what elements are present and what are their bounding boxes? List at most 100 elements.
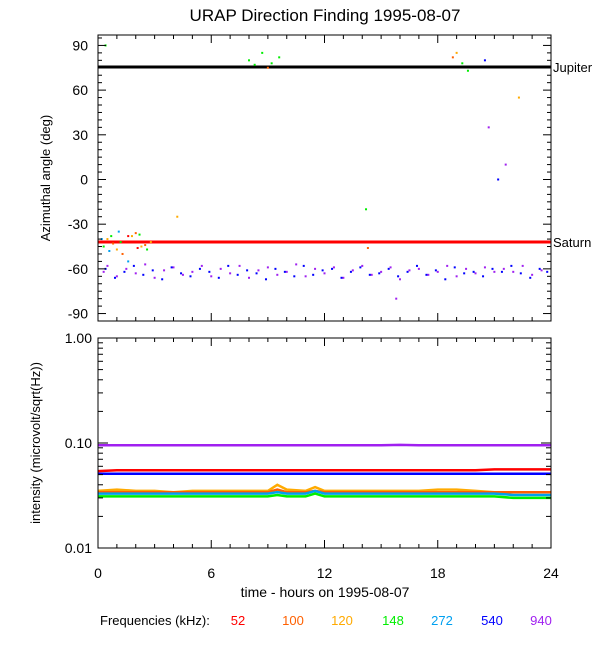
legend-item-100: 100	[282, 613, 304, 628]
azimuth-y-tick-label: 0	[80, 171, 88, 187]
azimuth-point-272	[127, 260, 130, 263]
azimuth-point-148	[461, 62, 464, 65]
azimuth-point-100	[112, 242, 115, 245]
azimuth-point-540	[217, 276, 220, 279]
time-x-tick-label: 6	[207, 565, 215, 581]
azimuth-point-540	[349, 270, 352, 273]
azimuth-point-940	[266, 266, 269, 269]
azimuth-point-940	[210, 275, 213, 278]
azimuth-point-940	[144, 263, 147, 266]
azimuth-point-540	[321, 269, 324, 272]
azimuth-point-540	[444, 278, 447, 281]
reference-label-saturn: Saturn	[553, 235, 591, 250]
azimuth-point-940	[502, 267, 505, 270]
azimuth-point-940	[380, 270, 383, 273]
azimuth-point-120	[455, 51, 458, 54]
azimuth-point-120	[106, 238, 109, 241]
azimuth-point-940	[248, 276, 250, 279]
azimuth-point-940	[493, 270, 496, 273]
azimuth-point-540	[246, 269, 249, 272]
azimuth-point-272	[108, 249, 111, 252]
azimuth-point-540	[387, 267, 390, 270]
intensity-y-axis-label: intensity (microvolt/sqrt(Hz))	[28, 362, 43, 524]
azimuth-point-540	[331, 267, 334, 270]
azimuth-point-940	[446, 264, 449, 267]
azimuth-point-148	[253, 63, 256, 66]
azimuth-point-100	[266, 66, 269, 69]
azimuth-point-940	[408, 269, 411, 272]
azimuth-point-540	[529, 276, 532, 279]
azimuth-y-tick-label: -30	[68, 216, 88, 232]
azimuth-point-940	[504, 163, 507, 166]
azimuth-point-940	[153, 276, 156, 279]
azimuth-point-540	[378, 272, 381, 275]
azimuth-point-940	[181, 273, 184, 276]
azimuth-point-940	[106, 264, 109, 267]
azimuth-point-540	[170, 266, 173, 269]
legend-item-52: 52	[231, 613, 245, 628]
azimuth-point-148	[102, 245, 105, 248]
azimuth-point-940	[285, 270, 288, 273]
azimuth-point-148	[270, 62, 273, 65]
azimuth-point-940	[115, 275, 118, 278]
azimuth-y-axis-label: Azimuthal angle (deg)	[38, 115, 53, 241]
legend-item-120: 120	[331, 613, 353, 628]
azimuth-point-540	[255, 272, 258, 275]
azimuth-point-540	[132, 264, 135, 267]
azimuth-point-940	[314, 267, 317, 270]
azimuth-panel: Jupiter Saturn 90 60 30 0 -30 -60 -90 Azimuthal …	[38, 34, 593, 322]
azimuth-point-100	[121, 252, 124, 255]
azimuth-point-540	[180, 272, 183, 275]
azimuth-point-540	[208, 270, 211, 273]
azimuth-point-940	[540, 269, 543, 272]
intensity-panel: 1.00 0.10 0.010 6 12 18 24 intensity (microvol…	[28, 330, 559, 600]
azimuth-point-940	[399, 278, 401, 281]
azimuth-point-120	[517, 96, 520, 99]
azimuth-point-540	[415, 264, 418, 267]
azimuth-point-940	[134, 272, 137, 275]
azimuth-point-100	[144, 244, 147, 247]
azimuth-point-52	[136, 247, 139, 250]
azimuth-point-148	[110, 235, 113, 238]
azimuth-point-100	[366, 247, 369, 250]
azimuth-point-148	[138, 233, 141, 236]
azimuth-point-540	[482, 275, 485, 278]
time-x-tick-label: 12	[317, 565, 333, 581]
azimuth-point-52	[115, 241, 118, 244]
azimuth-point-940	[163, 269, 166, 272]
azimuth-point-540	[189, 275, 192, 278]
azimuth-point-120	[115, 248, 118, 251]
azimuth-point-540	[161, 278, 164, 281]
azimuth-y-tick-label: 90	[72, 37, 88, 53]
azimuth-point-540	[425, 273, 428, 276]
azimuth-point-540	[500, 270, 503, 273]
azimuth-point-940	[351, 269, 354, 272]
azimuth-axes: Jupiter Saturn 90 60 30 0 -30 -60 -90	[68, 34, 593, 322]
azimuth-point-540	[510, 264, 513, 267]
azimuth-point-120	[149, 241, 152, 244]
azimuth-point-148	[261, 51, 264, 54]
azimuth-point-940	[370, 273, 373, 276]
azimuth-point-940	[483, 266, 486, 269]
azimuth-point-940	[487, 126, 490, 129]
azimuth-point-540	[340, 276, 343, 279]
azimuth-point-540	[283, 270, 286, 273]
frequency-legend: Frequencies (kHz): 52 100 120 148 272 540 940	[100, 613, 552, 628]
azimuth-point-940	[521, 264, 524, 267]
azimuth-point-540	[406, 270, 409, 273]
azimuth-point-940	[295, 263, 298, 266]
azimuth-point-540	[151, 269, 154, 272]
azimuth-point-940	[304, 275, 307, 278]
azimuth-point-940	[125, 267, 128, 270]
azimuth-point-540	[453, 266, 456, 269]
azimuth-point-540	[312, 273, 315, 276]
azimuth-point-940	[102, 270, 105, 273]
azimuth-point-540	[274, 267, 277, 270]
azimuth-point-540	[434, 269, 437, 272]
azimuth-point-540	[546, 270, 549, 273]
azimuth-point-540	[264, 278, 267, 281]
azimuth-point-540	[113, 276, 116, 279]
time-x-tick-label: 0	[94, 565, 102, 581]
azimuth-point-940	[172, 266, 175, 269]
chart-title: URAP Direction Finding 1995-08-07	[190, 6, 461, 25]
